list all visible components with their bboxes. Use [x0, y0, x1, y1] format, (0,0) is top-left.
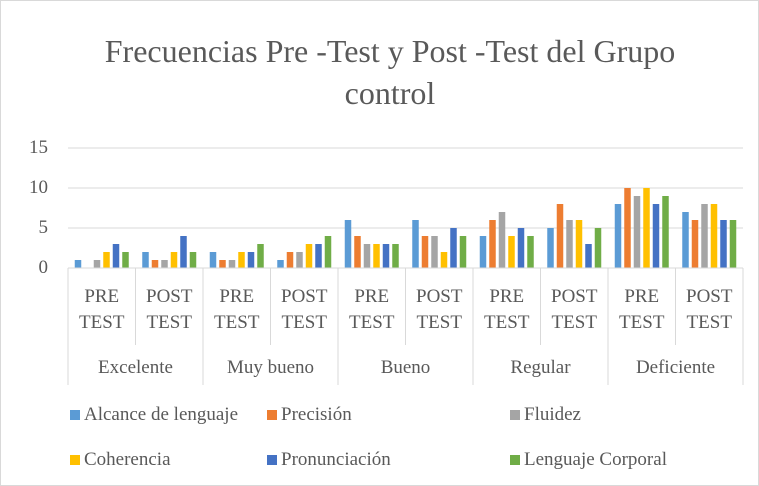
bar [575, 220, 583, 268]
group-label: Excelente [98, 357, 173, 378]
bar [324, 236, 332, 268]
bar [103, 252, 110, 268]
y-tick-label: 0 [38, 257, 49, 278]
x-tick-label: PRE TEST [484, 286, 530, 333]
legend-swatch [70, 410, 80, 420]
legend-label: Precisión [281, 404, 352, 425]
legend-swatch [267, 410, 277, 420]
bar [633, 196, 641, 268]
bar [151, 260, 159, 268]
bar [498, 212, 506, 268]
bar [257, 244, 264, 268]
bar [373, 244, 380, 268]
x-tick-label: PRE TEST [214, 286, 260, 333]
bar [315, 244, 322, 268]
bar [517, 228, 525, 268]
legend-label: Fluidez [524, 404, 581, 425]
bar [508, 236, 515, 268]
bar [382, 244, 390, 268]
bar [450, 228, 457, 268]
bar [228, 260, 236, 268]
bar [729, 220, 737, 268]
legend-label: Lenguaje Corporal [524, 449, 667, 470]
bar [170, 252, 178, 268]
bar [594, 228, 602, 268]
y-tick-label: 15 [29, 137, 48, 158]
bar [720, 220, 727, 268]
x-tick-label: POST TEST [416, 286, 463, 333]
bar [691, 220, 699, 268]
bar [624, 188, 631, 268]
y-tick-label: 5 [38, 217, 49, 238]
bar [247, 252, 255, 268]
bar [161, 260, 168, 268]
bar [459, 236, 467, 268]
bar [479, 236, 487, 268]
bar [614, 204, 622, 268]
bar [209, 252, 217, 268]
bar [547, 228, 554, 268]
bar [527, 236, 534, 268]
group-label: Regular [510, 357, 571, 378]
bar [189, 252, 197, 268]
bar [566, 220, 573, 268]
bar [363, 244, 371, 268]
bar [585, 244, 592, 268]
bar [412, 220, 419, 268]
bar [286, 252, 294, 268]
bar [122, 252, 129, 268]
bar [238, 252, 245, 268]
bar [682, 212, 689, 268]
bar [489, 220, 496, 268]
bar [440, 252, 448, 268]
legend-swatch [70, 455, 80, 465]
x-tick-label: POST TEST [281, 286, 328, 333]
x-tick-label: POST TEST [551, 286, 598, 333]
bar [392, 244, 399, 268]
bar [710, 204, 718, 268]
x-tick-label: PRE TEST [349, 286, 395, 333]
bar [652, 204, 660, 268]
legend-label: Coherencia [84, 449, 171, 470]
bar [344, 220, 352, 268]
x-tick-label: POST TEST [146, 286, 193, 333]
bar [219, 260, 226, 268]
bar [431, 236, 438, 268]
legend-label: Alcance de lenguaje [84, 404, 239, 425]
chart-title: Frecuencias Pre -Test y Post -Test del G… [104, 33, 676, 111]
bar [180, 236, 187, 268]
legend-swatch [510, 455, 520, 465]
x-tick-label: PRE TEST [79, 286, 125, 333]
legend-swatch [267, 455, 277, 465]
bar [305, 244, 313, 268]
group-label: Deficiente [635, 357, 716, 378]
bar [93, 260, 101, 268]
bar [556, 204, 564, 268]
bar [643, 188, 650, 268]
bar [277, 260, 284, 268]
bar [421, 236, 429, 268]
bar [74, 260, 82, 268]
bar [112, 244, 120, 268]
legend-label: Pronunciación [281, 449, 391, 470]
bar [296, 252, 303, 268]
legend-swatch [510, 410, 520, 420]
group-label: Muy bueno [226, 357, 315, 378]
bar [701, 204, 708, 268]
bar [662, 196, 669, 268]
group-label: Bueno [380, 357, 431, 378]
x-tick-label: POST TEST [686, 286, 733, 333]
bar [142, 252, 149, 268]
bar [354, 236, 361, 268]
y-tick-label: 10 [29, 177, 48, 198]
x-tick-label: PRE TEST [619, 286, 665, 333]
